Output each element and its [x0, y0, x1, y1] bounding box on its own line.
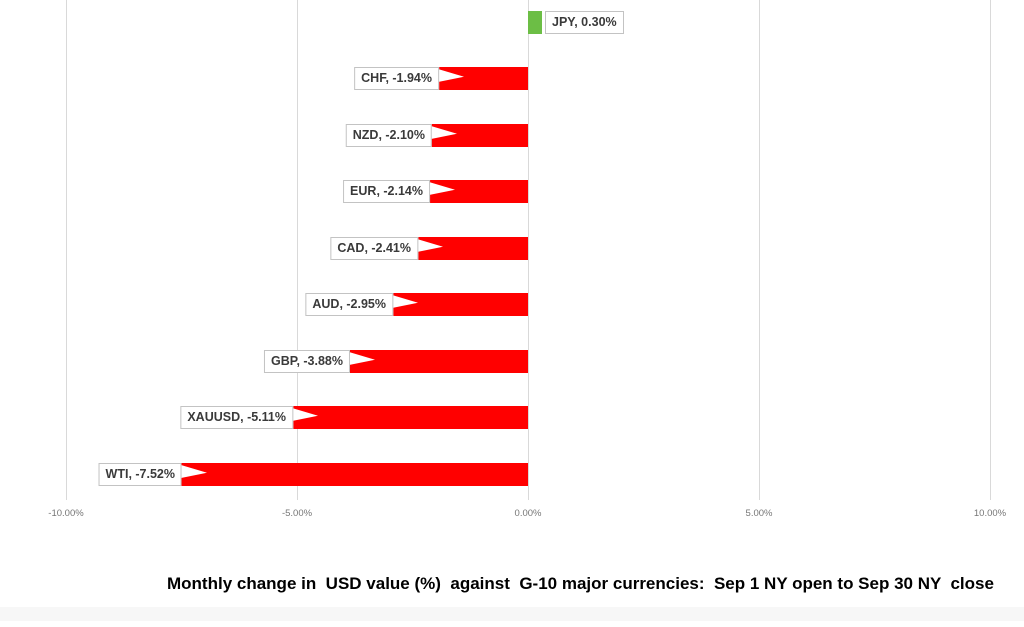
- x-tick-label: 5.00%: [745, 508, 773, 519]
- bar-wti: [181, 463, 528, 486]
- gridline: [528, 0, 529, 500]
- data-label-xauusd: XAUUSD, -5.11%: [180, 406, 293, 429]
- bottom-strip: [0, 607, 1024, 621]
- bar-cad: [417, 237, 528, 260]
- data-label-cad: CAD, -2.41%: [330, 237, 418, 260]
- data-label-wti: WTI, -7.52%: [98, 463, 182, 486]
- bar-gbp: [349, 350, 528, 373]
- data-label-jpy: JPY, 0.30%: [545, 11, 624, 34]
- gridline: [990, 0, 991, 500]
- data-label-chf: CHF, -1.94%: [354, 67, 439, 90]
- data-label-gbp: GBP, -3.88%: [263, 350, 350, 373]
- bar-chf: [438, 67, 528, 90]
- bar-jpy: [528, 11, 542, 34]
- x-tick-label: -10.00%: [48, 508, 84, 519]
- data-label-nzd: NZD, -2.10%: [345, 124, 432, 147]
- x-tick-label: 0.00%: [514, 508, 542, 519]
- gridline: [759, 0, 760, 500]
- data-label-eur: EUR, -2.14%: [343, 180, 430, 203]
- bar-xauusd: [292, 406, 528, 429]
- bar-eur: [429, 180, 528, 203]
- x-tick-label: -5.00%: [281, 508, 313, 519]
- bar-nzd: [431, 124, 528, 147]
- chart-title: Monthly change in USD value (%) against …: [167, 574, 994, 593]
- gridline: [66, 0, 67, 500]
- x-tick-label: 10.00%: [973, 508, 1007, 519]
- gridline: [297, 0, 298, 500]
- bar-aud: [392, 293, 528, 316]
- data-label-aud: AUD, -2.95%: [305, 293, 393, 316]
